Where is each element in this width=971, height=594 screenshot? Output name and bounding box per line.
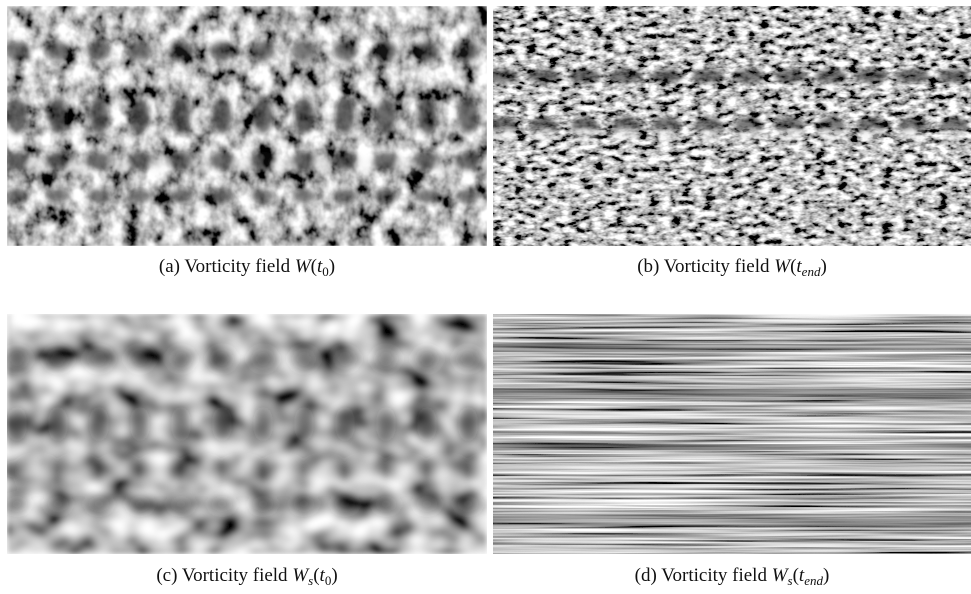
caption-part: W [771,565,788,586]
caption-part: 0 [324,573,332,588]
image-b [493,6,971,246]
caption-part: ) [822,565,830,586]
caption-part: (a) Vorticity field [158,256,295,277]
image-d [493,314,971,554]
caption-c: (c) Vorticity field Ws(t0) [4,565,490,587]
caption-part: ( [313,565,320,586]
caption-part: s [308,573,314,588]
caption-part: end [804,573,823,588]
caption-part: t [319,565,325,586]
caption-part: W [294,256,311,277]
image-a [7,6,487,246]
caption-part: 0 [322,264,329,279]
caption-part: end [801,264,821,279]
caption-part: ( [310,256,317,277]
caption-part: ( [792,565,799,586]
caption-part: ( [790,256,797,277]
caption-part: W [774,256,791,277]
caption-part: (d) Vorticity field [634,565,772,586]
vortex-pattern [493,69,970,142]
caption-part: t [798,565,805,586]
vortex-pattern [7,349,487,511]
caption-d: (d) Vorticity field Ws(tend) [489,565,971,587]
texture [493,314,971,554]
texture [7,314,487,554]
caption-a: (a) Vorticity field W(t0) [4,256,490,278]
caption-part: W [292,565,309,586]
caption-b: (b) Vorticity field W(tend) [489,256,971,278]
caption-part: ) [331,565,338,586]
caption-part: ) [820,256,827,277]
caption-part: s [787,573,793,588]
caption-part: (b) Vorticity field [637,256,775,277]
caption-part: (c) Vorticity field [156,565,293,586]
image-c [7,314,487,554]
caption-part: t [317,256,323,277]
texture [7,6,487,246]
bands [493,344,971,526]
caption-part: t [796,256,802,277]
caption-part: ) [328,256,336,277]
vortex-pattern [7,41,487,203]
